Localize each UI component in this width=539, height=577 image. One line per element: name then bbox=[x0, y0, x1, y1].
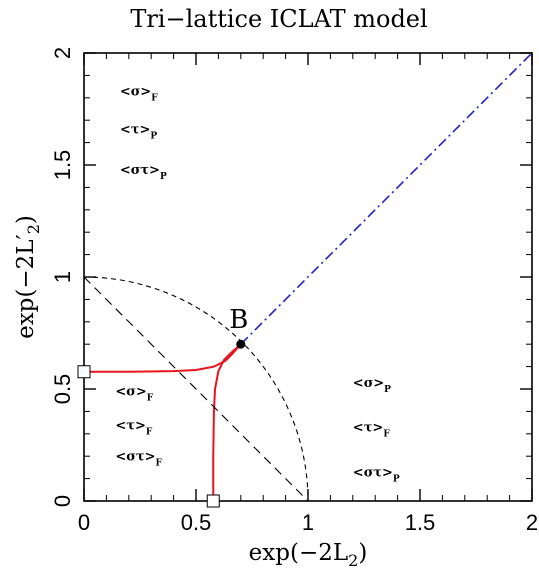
phase-annotation: <σ>F bbox=[120, 85, 158, 104]
series-transition-line-2 bbox=[212, 343, 242, 501]
phase-annotation: <τ>P bbox=[120, 123, 158, 142]
phase-annotation: <στ>F bbox=[115, 450, 162, 469]
axis-ticks: 0 0.5 1 1.5 2 0 0.5 1 1.5 2 bbox=[50, 47, 538, 535]
x-tick-label: 1 bbox=[302, 510, 314, 535]
open-square-marker bbox=[206, 494, 220, 508]
series-transition-line-1 bbox=[84, 343, 242, 373]
x-axis-label: exp(−2L2) bbox=[249, 540, 368, 570]
series-dashed-line bbox=[83, 276, 309, 502]
annotations-layer: <σ>F <τ>P <στ>P <σ>F <τ>F <στ>F <σ>P <τ>F <στ>P bbox=[115, 85, 400, 485]
y-axis-label: exp(−2L′2) bbox=[13, 215, 43, 339]
series-diagonal-line bbox=[240, 52, 533, 345]
point-B-marker bbox=[236, 339, 246, 349]
phase-annotation: <στ>P bbox=[120, 163, 167, 182]
y-tick-label: 0.5 bbox=[50, 374, 75, 405]
x-tick-label: 1.5 bbox=[405, 510, 436, 535]
x-tick-label: 0.5 bbox=[181, 510, 212, 535]
y-tick-label: 1.5 bbox=[50, 150, 75, 181]
x-tick-label: 0 bbox=[78, 510, 90, 535]
y-tick-label: 0 bbox=[50, 495, 75, 507]
phase-annotation: <στ>P bbox=[353, 465, 400, 484]
phase-annotation: <σ>P bbox=[353, 376, 391, 395]
y-tick-label: 1 bbox=[50, 271, 75, 283]
chart-title: Tri−lattice ICLAT model bbox=[130, 5, 427, 33]
markers-layer: B bbox=[77, 305, 248, 508]
point-B-label: B bbox=[229, 305, 248, 335]
phase-annotation: <τ>F bbox=[115, 418, 153, 437]
open-square-marker bbox=[77, 365, 91, 379]
y-tick-label: 2 bbox=[50, 47, 75, 59]
phase-annotation: <σ>F bbox=[115, 385, 153, 404]
x-tick-label: 2 bbox=[526, 510, 538, 535]
phase-annotation: <τ>F bbox=[353, 421, 391, 440]
